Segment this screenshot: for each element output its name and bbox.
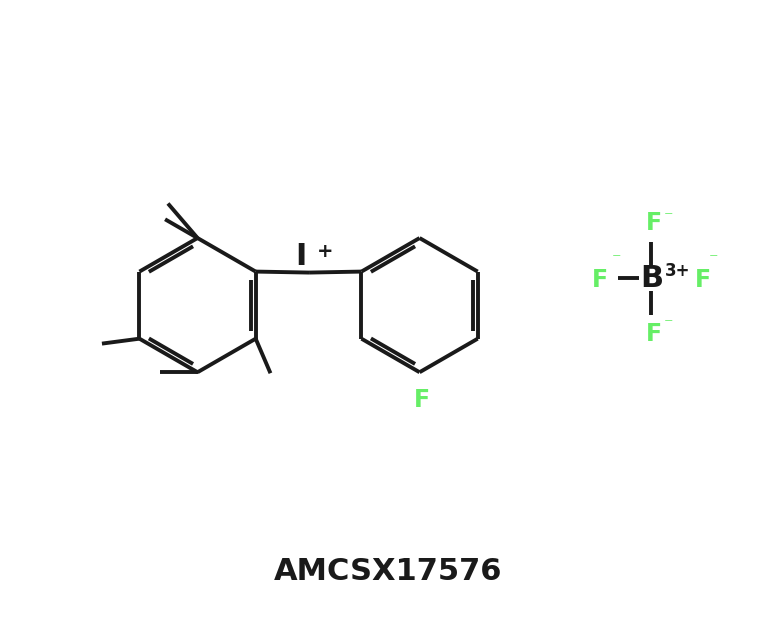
Text: +: + xyxy=(317,242,334,261)
Text: ⁻: ⁻ xyxy=(612,251,622,268)
Text: I: I xyxy=(296,241,307,271)
Text: ⁻: ⁻ xyxy=(663,316,673,334)
Text: ⁻: ⁻ xyxy=(708,251,719,268)
Text: B: B xyxy=(640,264,663,293)
Text: F: F xyxy=(646,211,661,235)
Text: F: F xyxy=(646,322,661,346)
Text: ⁻: ⁻ xyxy=(663,209,673,227)
Text: 3+: 3+ xyxy=(665,261,691,280)
Text: AMCSX17576: AMCSX17576 xyxy=(274,557,502,586)
Text: F: F xyxy=(592,268,608,292)
Text: F: F xyxy=(414,388,430,412)
Text: F: F xyxy=(695,268,711,292)
